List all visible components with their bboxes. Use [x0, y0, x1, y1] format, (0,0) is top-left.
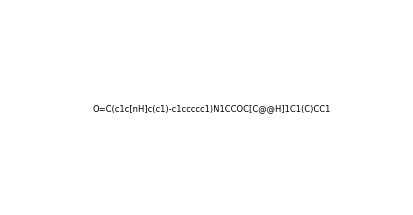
Text: O=C(c1c[nH]c(c1)-c1ccccc1)N1CCOC[C@@H]1C1(C)CC1: O=C(c1c[nH]c(c1)-c1ccccc1)N1CCOC[C@@H]1C…: [93, 104, 330, 113]
